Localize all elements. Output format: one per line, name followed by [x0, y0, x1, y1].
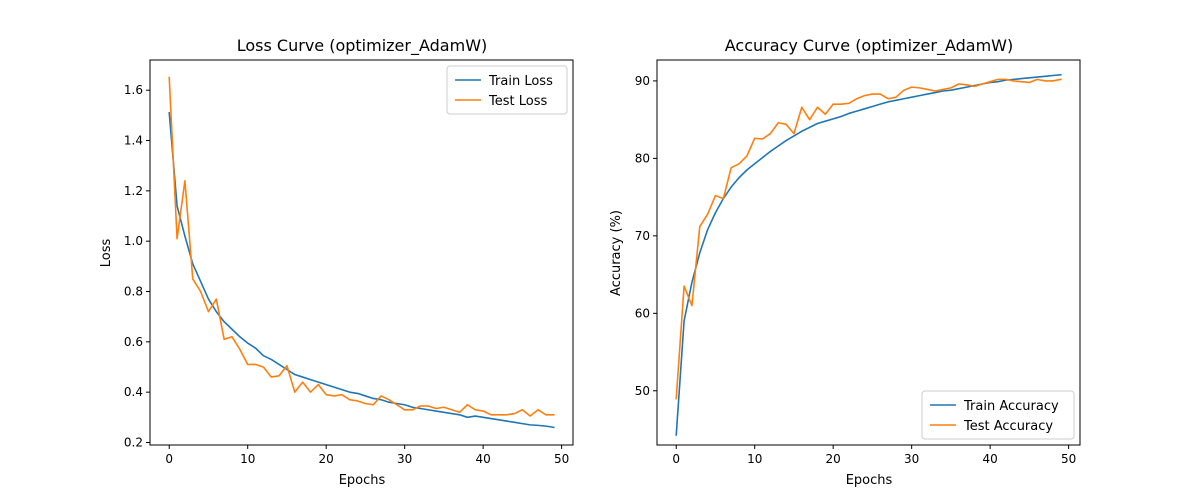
loss-series-line-train-loss [168, 111, 555, 429]
loss-x-tick-label: 30 [397, 452, 412, 466]
accuracy-y-tick-label: 50 [635, 384, 650, 398]
loss-x-tick-label: 20 [319, 452, 334, 466]
loss-y-tick-label: 1.0 [124, 234, 143, 248]
loss-legend: Train Loss Test Loss [446, 65, 568, 115]
loss-y-tick-label: 1.6 [124, 83, 143, 97]
loss-y-tick-label: 1.2 [124, 184, 143, 198]
accuracy-x-axis-label: Epochs [846, 473, 893, 488]
loss-x-axis-label: Epochs [339, 473, 386, 488]
accuracy-legend-label: Test Accuracy [963, 419, 1053, 434]
accuracy-y-tick-label: 80 [635, 151, 650, 165]
loss-y-tick-label: 0.2 [124, 435, 143, 449]
accuracy-x-tick-label: 40 [983, 452, 998, 466]
accuracy-series-line-test-accuracy [675, 78, 1062, 400]
accuracy-legend-label: Train Accuracy [963, 399, 1059, 414]
loss-plot-area [149, 59, 574, 446]
loss-legend-label: Test Loss [488, 94, 547, 109]
loss-y-tick-label: 0.8 [124, 285, 143, 299]
loss-chart-title: Loss Curve (optimizer_AdamW) [237, 36, 488, 56]
loss-x-tick-label: 0 [165, 452, 173, 466]
accuracy-legend: Train Accuracy Test Accuracy [921, 390, 1075, 440]
loss-chart: Loss Curve (optimizer_AdamW) 0 10 20 30 40 50… [99, 36, 574, 488]
loss-series-line-test-loss [168, 76, 555, 417]
loss-y-tick-label: 1.4 [124, 134, 143, 148]
accuracy-chart-title: Accuracy Curve (optimizer_AdamW) [725, 36, 1013, 56]
loss-legend-box [446, 65, 568, 115]
accuracy-plot-area [656, 59, 1081, 446]
accuracy-x-tick-label: 10 [747, 452, 762, 466]
loss-x-tick-label: 10 [240, 452, 255, 466]
accuracy-chart: Accuracy Curve (optimizer_AdamW) 0 10 20 30… [609, 36, 1081, 488]
accuracy-series-line-train-accuracy [675, 73, 1062, 436]
accuracy-x-tick-label: 20 [826, 452, 841, 466]
accuracy-y-tick-label: 70 [635, 229, 650, 243]
loss-y-tick-label: 0.4 [124, 385, 143, 399]
accuracy-x-tick-label: 50 [1061, 452, 1076, 466]
loss-y-tick-label: 0.6 [124, 335, 143, 349]
accuracy-y-tick-label: 90 [635, 74, 650, 88]
loss-y-axis-label: Loss [99, 239, 114, 268]
loss-x-tick-label: 50 [554, 452, 569, 466]
loss-legend-label: Train Loss [488, 74, 553, 89]
loss-x-tick-label: 40 [476, 452, 491, 466]
accuracy-legend-box [921, 390, 1075, 440]
accuracy-x-tick-label: 0 [672, 452, 680, 466]
accuracy-y-tick-label: 60 [635, 306, 650, 320]
accuracy-x-tick-label: 30 [904, 452, 919, 466]
accuracy-y-axis-label: Accuracy (%) [609, 210, 624, 296]
